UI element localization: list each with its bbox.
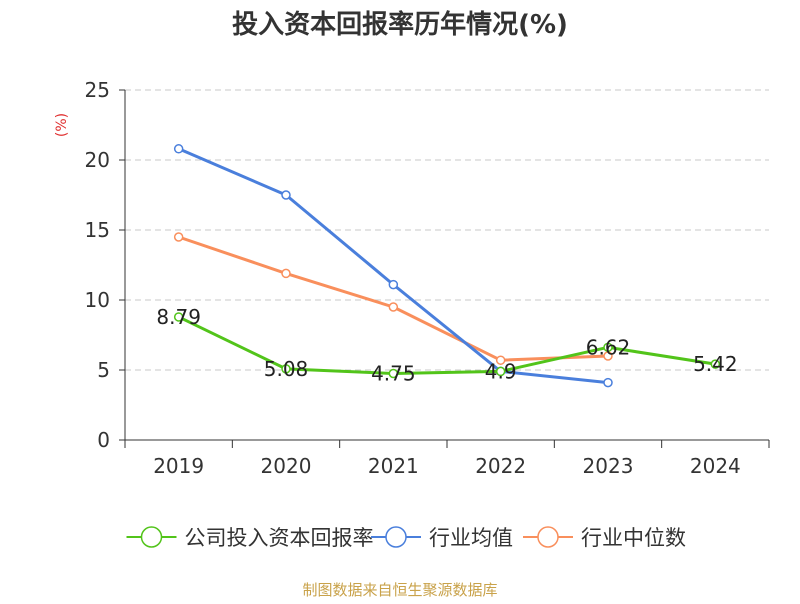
x-tick-label: 2021: [368, 454, 419, 478]
data-label: 4.9: [485, 359, 517, 383]
legend-marker: [140, 526, 163, 548]
data-point[interactable]: [281, 268, 291, 279]
x-tick-label: 2023: [583, 454, 634, 478]
data-point[interactable]: [173, 144, 184, 154]
axes: 0 5 10 15 20 25 2019 2020 2021 2022 2023 2024: [85, 78, 770, 478]
legend-item[interactable]: 公司投入资本回报率: [126, 526, 374, 550]
legend[interactable]: 公司投入资本回报率 行业均值 行业中位数: [126, 526, 687, 550]
x-tick-label: 2020: [261, 454, 312, 478]
y-tick-label: 0: [97, 428, 110, 452]
data-label: 5.08: [264, 357, 309, 381]
data-point[interactable]: [388, 302, 399, 312]
y-tick-label: 10: [85, 288, 110, 312]
data-label: 8.79: [156, 305, 201, 329]
data-label: 5.42: [693, 352, 738, 376]
x-tick-label: 2024: [690, 454, 741, 478]
data-point[interactable]: [495, 366, 506, 377]
series-line: [178, 315, 716, 375]
x-tick-label: 2022: [475, 454, 526, 478]
data-point[interactable]: [388, 279, 399, 290]
grid-lines: [125, 89, 769, 371]
data-point[interactable]: [603, 342, 613, 353]
data-point[interactable]: [388, 368, 399, 379]
source-note: 制图数据来自恒生聚源数据库: [302, 581, 497, 599]
series-line: [178, 235, 609, 362]
legend-item[interactable]: 行业均值: [371, 526, 513, 550]
data-label: 6.62: [586, 335, 631, 359]
series-group: [173, 144, 613, 388]
series-group: [173, 312, 721, 379]
legend-marker: [537, 526, 559, 548]
data-point[interactable]: [603, 377, 613, 388]
data-point[interactable]: [173, 232, 184, 242]
data-point[interactable]: [710, 359, 721, 369]
x-tick-label: 2019: [153, 454, 204, 478]
legend-item[interactable]: 行业中位数: [523, 526, 686, 550]
chart-title: 投入资本回报率历年情况(%): [232, 9, 568, 40]
data-point[interactable]: [495, 355, 506, 365]
legend-marker: [385, 526, 407, 548]
data-point[interactable]: [281, 364, 291, 374]
data-labels: 8.79 5.08 4.75 4.9 6.62 5.42: [156, 305, 737, 386]
series-lines: [173, 144, 721, 388]
legend-label: 公司投入资本回报率: [185, 526, 374, 550]
legend-label: 行业均值: [429, 526, 513, 550]
data-point[interactable]: [173, 312, 184, 322]
y-axis-label: (%): [54, 113, 70, 137]
series-group: [173, 232, 613, 365]
y-tick-label: 15: [85, 218, 110, 242]
data-point[interactable]: [281, 190, 291, 200]
y-tick-label: 25: [85, 78, 110, 102]
y-tick-label: 5: [97, 358, 110, 382]
y-tick-label: 20: [85, 148, 110, 172]
data-label: 4.75: [371, 362, 416, 386]
legend-label: 行业中位数: [581, 526, 686, 550]
